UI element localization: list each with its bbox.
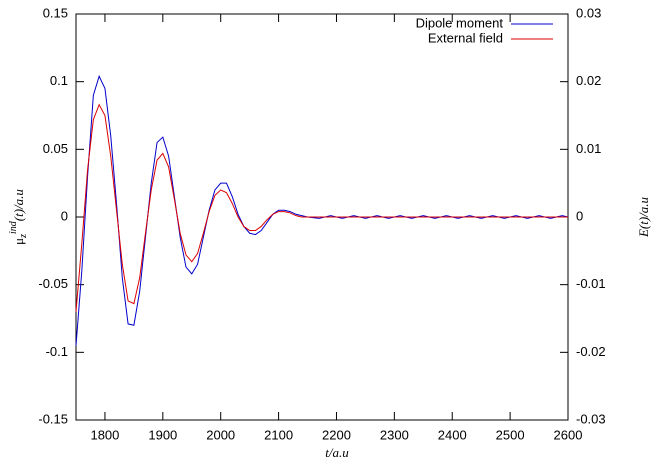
x-tick-label: 2100	[264, 427, 293, 442]
series-line	[75, 103, 568, 312]
x-tick-label: 2200	[322, 427, 351, 442]
y2-tick-label: 0.02	[576, 73, 601, 88]
x-tick-label: 2500	[496, 427, 525, 442]
y-tick-label: 0	[61, 208, 68, 223]
y-tick-label: -0.15	[38, 411, 68, 426]
y-tick-label: 0.05	[43, 141, 68, 156]
y-tick-label: 0.15	[43, 5, 68, 20]
y2-tick-label: 0.03	[576, 5, 601, 20]
series-line	[75, 74, 569, 346]
y-axis-label: μzind(t)/a.u	[8, 189, 29, 245]
x-axis-label: t/a.u	[325, 445, 349, 460]
x-tick-label: 2000	[206, 427, 235, 442]
y2-axis-label: E(t)/a.u	[636, 196, 651, 238]
y-tick-label: -0.05	[38, 276, 68, 291]
y2-tick-label: -0.02	[576, 344, 606, 359]
y-tick-label: -0.1	[46, 344, 68, 359]
legend-label: Dipole moment	[416, 15, 504, 30]
x-tick-label: 2300	[380, 427, 409, 442]
y2-tick-label: -0.01	[576, 276, 606, 291]
legend-label: External field	[428, 30, 503, 45]
y2-tick-label: 0	[576, 208, 583, 223]
y2-tick-label: -0.03	[576, 411, 606, 426]
x-tick-label: 1800	[90, 427, 119, 442]
y-tick-label: 0.1	[50, 73, 68, 88]
x-tick-label: 2400	[438, 427, 467, 442]
x-tick-label: 1900	[148, 427, 177, 442]
y-label-base: μ	[11, 238, 26, 245]
y2-tick-label: 0.01	[576, 141, 601, 156]
y-label-sup: ind	[8, 220, 19, 234]
y-label-rest: (t)/a.u	[11, 189, 26, 222]
y-label-sub: z	[18, 234, 29, 239]
x-tick-label: 2600	[554, 427, 583, 442]
